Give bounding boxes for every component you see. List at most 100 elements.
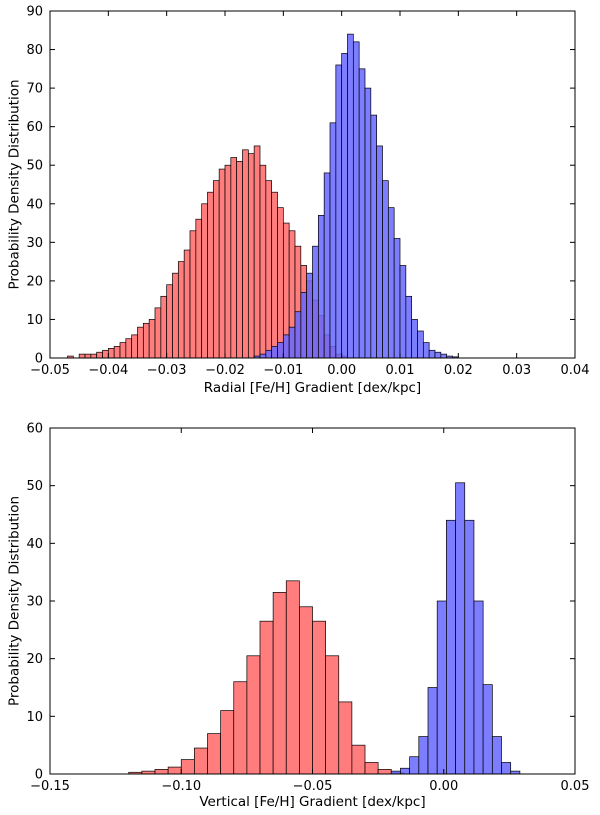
x-tick-label: 0.04 (561, 363, 590, 378)
histogram-bar (218, 168, 226, 359)
y-tick-label: 0 (35, 768, 43, 783)
histogram-bar (282, 334, 290, 359)
histogram-bar (207, 733, 221, 775)
histogram-bar (312, 245, 319, 359)
histogram-bar (96, 351, 103, 359)
histogram-bar (464, 519, 475, 775)
y-tick-label: 20 (26, 652, 43, 667)
histogram-bar (247, 153, 255, 359)
histogram-bar (370, 114, 378, 359)
x-tick-label: −0.15 (30, 779, 70, 794)
histogram-bar (338, 701, 353, 775)
x-axis-ticks: −0.05 −0.04 −0.03 −0.02 −0.01 0.00 0.01 0.02 0.0… (30, 11, 589, 378)
histogram-bar (491, 736, 502, 775)
histogram-bar (277, 342, 284, 359)
histogram-bar (102, 349, 109, 359)
y-tick-label: 0 (35, 352, 43, 367)
histogram-bar (194, 747, 208, 775)
histogram-bar (84, 353, 92, 359)
y-tick-label: 50 (26, 479, 43, 494)
histogram-bar (300, 292, 308, 359)
x-tick-label: 0.05 (561, 779, 590, 794)
histogram-bar (288, 326, 296, 359)
y-tick-label: 10 (26, 710, 43, 725)
histogram-bar (364, 87, 372, 359)
vertical-gradient-histogram: −0.15 −0.10 −0.05 0.00 0.05 0 10 20 30 40 50 60 Ve… (7, 422, 590, 811)
histogram-bar (177, 261, 185, 359)
histogram-bar (422, 342, 430, 359)
y-tick-label: 90 (26, 5, 43, 20)
histogram-bar (299, 606, 313, 775)
y-axis-title: Probability Density Distribution (7, 79, 23, 289)
histogram-bar (341, 53, 348, 359)
histogram-bar (482, 684, 493, 775)
histogram-bar (259, 164, 267, 359)
histogram-bar (387, 207, 395, 359)
y-tick-label: 10 (26, 313, 43, 328)
histogram-bar (113, 346, 121, 359)
histogram-bar (377, 769, 392, 775)
histogram-bars (128, 482, 521, 775)
histogram-bar (259, 353, 267, 359)
x-tick-label: −0.03 (147, 363, 187, 378)
histogram-bar (400, 767, 410, 775)
histogram-bar (189, 230, 197, 359)
histogram-bar (131, 334, 138, 359)
x-tick-label: 0.03 (502, 363, 531, 378)
histogram-bar (224, 164, 232, 359)
histogram-bar (253, 145, 261, 359)
histogram-bar (265, 180, 273, 359)
radial-gradient-histogram: −0.05 −0.04 −0.03 −0.02 −0.01 0.00 0.01 0.02 0.0… (7, 5, 590, 397)
histogram-bar (329, 122, 337, 359)
histogram-bar (455, 482, 466, 775)
histogram-bar (246, 655, 261, 775)
histogram-bar (393, 238, 401, 359)
histogram-bar (399, 265, 407, 359)
histogram-bar (351, 744, 366, 775)
histogram-bar (411, 319, 418, 359)
histogram-bar (323, 172, 331, 359)
histogram-bar (125, 338, 133, 359)
y-tick-label: 20 (26, 274, 43, 289)
histogram-bar (154, 307, 162, 359)
histogram-bar (364, 762, 379, 775)
histogram-bar (436, 600, 447, 775)
histogram-bar (148, 319, 156, 359)
histogram-bar (212, 180, 220, 359)
histogram-bar (473, 600, 484, 775)
histogram-bar (418, 736, 429, 775)
histogram-bar (382, 180, 389, 359)
x-tick-label: 0.02 (444, 363, 473, 378)
histogram-bar (183, 249, 191, 359)
histogram-bar (317, 214, 325, 359)
y-tick-label: 30 (26, 236, 43, 251)
histogram-bar (306, 272, 313, 359)
y-tick-label: 60 (26, 422, 43, 437)
histogram-bar (167, 766, 182, 775)
histogram-bar (107, 348, 115, 359)
histogram-bars (67, 33, 459, 359)
histogram-bar (220, 710, 235, 775)
histogram-bar (347, 33, 354, 359)
x-tick-label: 0.00 (429, 779, 458, 794)
x-tick-label: −0.01 (263, 363, 303, 378)
histogram-bar (166, 284, 173, 359)
histogram-bar (201, 203, 208, 359)
histogram-bar (271, 191, 278, 359)
histogram-bar (172, 272, 179, 359)
histogram-bar (242, 149, 249, 359)
histogram-bar (259, 620, 274, 775)
y-tick-label: 30 (26, 595, 43, 610)
x-tick-label: −0.04 (88, 363, 128, 378)
x-tick-label: −0.05 (30, 363, 70, 378)
histogram-bar (230, 157, 238, 359)
histogram-bar (325, 655, 340, 775)
x-tick-label: −0.10 (161, 779, 201, 794)
histogram-bar (180, 759, 195, 775)
x-tick-label: 0.00 (327, 363, 356, 378)
y-tick-label: 40 (26, 537, 43, 552)
histogram-bar (427, 687, 438, 775)
y-tick-label: 40 (26, 197, 43, 212)
y-axis-ticks: 0 10 20 30 40 50 60 70 80 90 (26, 5, 575, 367)
